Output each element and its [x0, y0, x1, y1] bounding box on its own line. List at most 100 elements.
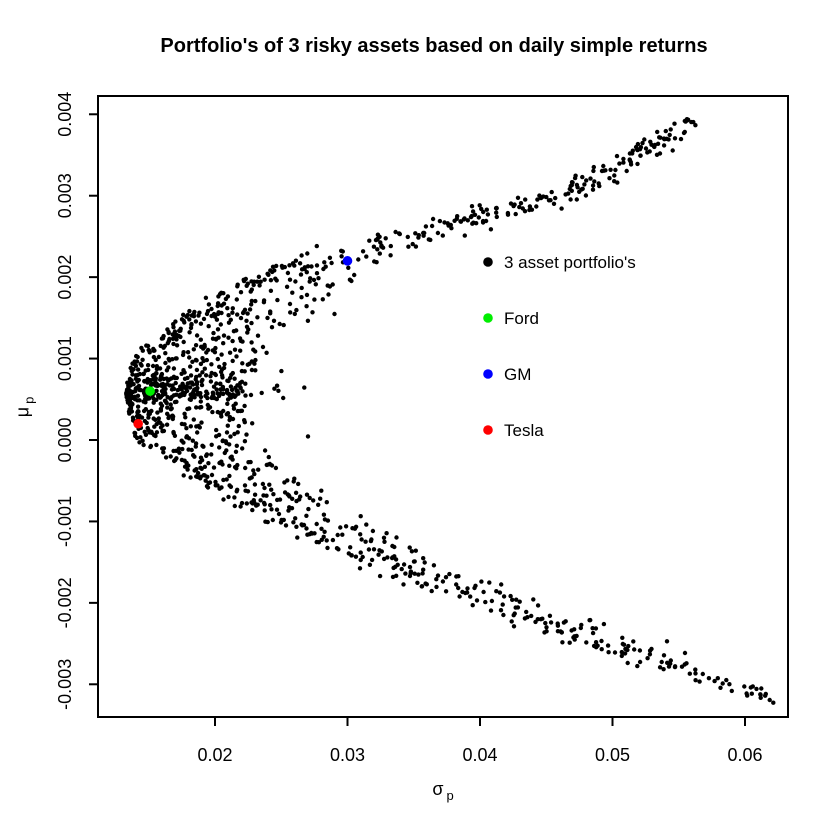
- scatter-point: [566, 191, 571, 196]
- scatter-point: [154, 388, 159, 393]
- scatter-point: [234, 297, 239, 302]
- scatter-point: [179, 457, 185, 463]
- scatter-point: [499, 582, 504, 587]
- scatter-point: [158, 408, 164, 413]
- scatter-point: [601, 621, 607, 627]
- scatter-point: [145, 363, 151, 368]
- scatter-point: [517, 204, 522, 210]
- scatter-point: [437, 218, 443, 224]
- scatter-point: [181, 312, 186, 317]
- scatter-point: [458, 219, 464, 224]
- scatter-point: [139, 363, 144, 368]
- scatter-point: [274, 507, 280, 512]
- scatter-point: [520, 206, 525, 211]
- scatter-point: [744, 691, 749, 696]
- scatter-point: [293, 279, 298, 284]
- scatter-point: [166, 415, 171, 421]
- legend: 3 asset portfolio's Ford GM Tesla: [483, 253, 636, 440]
- scatter-point: [313, 282, 318, 287]
- scatter-point: [305, 434, 311, 439]
- scatter-point: [202, 464, 208, 469]
- scatter-point: [352, 272, 357, 278]
- scatter-point: [477, 203, 482, 208]
- scatter-point: [449, 226, 454, 231]
- scatter-point: [169, 394, 174, 400]
- scatter-point: [161, 450, 166, 455]
- scatter-point: [360, 249, 366, 254]
- scatter-point: [588, 176, 593, 181]
- scatter-point: [560, 640, 565, 645]
- scatter-point: [304, 292, 310, 298]
- scatter-point: [249, 475, 254, 480]
- scatter-point: [227, 463, 232, 468]
- scatter-point: [134, 435, 140, 441]
- scatter-point: [668, 127, 673, 132]
- scatter-point: [154, 430, 160, 435]
- scatter-point: [173, 380, 178, 386]
- scatter-point: [262, 448, 268, 453]
- scatter-point: [190, 382, 196, 387]
- scatter-point: [454, 582, 459, 587]
- scatter-point: [621, 160, 626, 165]
- scatter-point: [574, 197, 579, 202]
- scatter-point: [500, 602, 505, 607]
- scatter-point: [543, 620, 548, 626]
- scatter-point: [174, 399, 179, 404]
- scatter-point: [319, 488, 324, 493]
- y-axis-title: μp: [13, 397, 37, 418]
- scatter-point: [729, 688, 734, 694]
- scatter-point: [309, 530, 314, 536]
- scatter-point: [253, 298, 258, 304]
- scatter-point: [211, 465, 217, 470]
- scatter-point: [321, 512, 327, 517]
- scatter-point: [327, 255, 333, 260]
- scatter-point: [221, 408, 226, 414]
- scatter-point: [219, 373, 225, 378]
- scatter-point: [283, 523, 289, 528]
- scatter-point: [242, 483, 248, 488]
- scatter-point: [192, 454, 197, 459]
- scatter-point: [154, 442, 159, 448]
- x-axis-tick-label: 0.04: [462, 745, 497, 765]
- scatter-point: [590, 626, 595, 631]
- scatter-point: [202, 342, 207, 348]
- scatter-point: [130, 402, 135, 407]
- scatter-point: [412, 571, 417, 576]
- scatter-point: [216, 294, 221, 299]
- scatter-point: [230, 358, 235, 364]
- scatter-point: [638, 145, 644, 150]
- scatter-point: [314, 243, 319, 249]
- scatter-point: [268, 502, 273, 508]
- scatter-point: [531, 597, 536, 602]
- scatter-point: [645, 656, 650, 661]
- scatter-point: [209, 313, 214, 319]
- scatter-point: [356, 257, 361, 262]
- scatter-point: [515, 195, 521, 200]
- scatter-point: [270, 517, 275, 523]
- scatter-point: [281, 517, 286, 523]
- scatter-point: [222, 361, 227, 367]
- scatter-point: [672, 664, 678, 670]
- x-axis-symbol: σ: [432, 779, 444, 799]
- scatter-point: [203, 393, 208, 399]
- scatter-point: [681, 130, 687, 136]
- scatter-point: [474, 598, 480, 603]
- scatter-point: [163, 398, 168, 404]
- scatter-point: [622, 651, 628, 656]
- scatter-point: [447, 571, 452, 577]
- scatter-point: [505, 210, 511, 216]
- scatter-point: [182, 411, 187, 416]
- scatter-point: [343, 524, 349, 529]
- scatter-point: [229, 454, 234, 459]
- scatter-point: [162, 390, 168, 396]
- scatter-point: [204, 389, 209, 394]
- scatter-point: [479, 206, 484, 212]
- scatter-point: [128, 382, 134, 387]
- scatter-point: [353, 554, 359, 559]
- scatter-point: [549, 189, 554, 195]
- scatter-point: [299, 267, 305, 272]
- scatter-point: [192, 395, 197, 400]
- scatter-point: [470, 209, 476, 214]
- scatter-point: [133, 363, 139, 368]
